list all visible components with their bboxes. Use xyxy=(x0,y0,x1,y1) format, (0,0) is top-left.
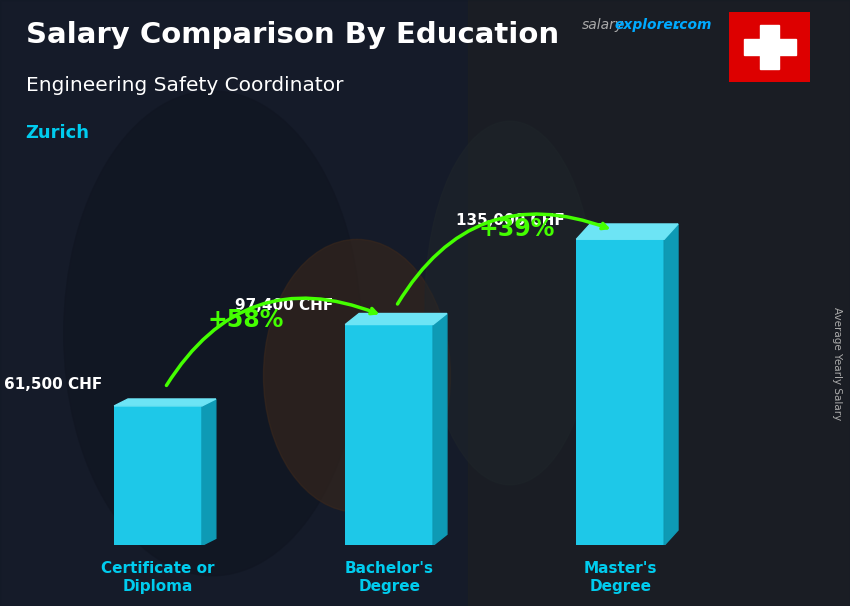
Polygon shape xyxy=(345,313,447,325)
Text: 61,500 CHF: 61,500 CHF xyxy=(4,378,103,392)
Polygon shape xyxy=(433,313,447,545)
Text: +39%: +39% xyxy=(478,218,554,241)
Text: 97,400 CHF: 97,400 CHF xyxy=(235,298,334,313)
Bar xyxy=(114,406,202,545)
Ellipse shape xyxy=(264,239,450,512)
Text: Average Yearly Salary: Average Yearly Salary xyxy=(832,307,842,420)
Bar xyxy=(744,39,796,55)
Text: Zurich: Zurich xyxy=(26,124,89,142)
Ellipse shape xyxy=(64,91,361,576)
Text: 135,000 CHF: 135,000 CHF xyxy=(456,213,564,228)
Polygon shape xyxy=(202,399,216,545)
Ellipse shape xyxy=(425,121,595,485)
Text: explorer: explorer xyxy=(615,18,680,32)
Text: .com: .com xyxy=(674,18,711,32)
Text: Engineering Safety Coordinator: Engineering Safety Coordinator xyxy=(26,76,343,95)
Polygon shape xyxy=(576,224,678,239)
Polygon shape xyxy=(664,224,678,545)
Text: +58%: +58% xyxy=(207,308,284,331)
Bar xyxy=(468,0,850,606)
Polygon shape xyxy=(114,399,216,406)
Text: salary: salary xyxy=(582,18,625,32)
Bar xyxy=(576,239,664,545)
Bar xyxy=(760,25,779,69)
Text: Salary Comparison By Education: Salary Comparison By Education xyxy=(26,21,558,49)
Bar xyxy=(345,325,433,545)
